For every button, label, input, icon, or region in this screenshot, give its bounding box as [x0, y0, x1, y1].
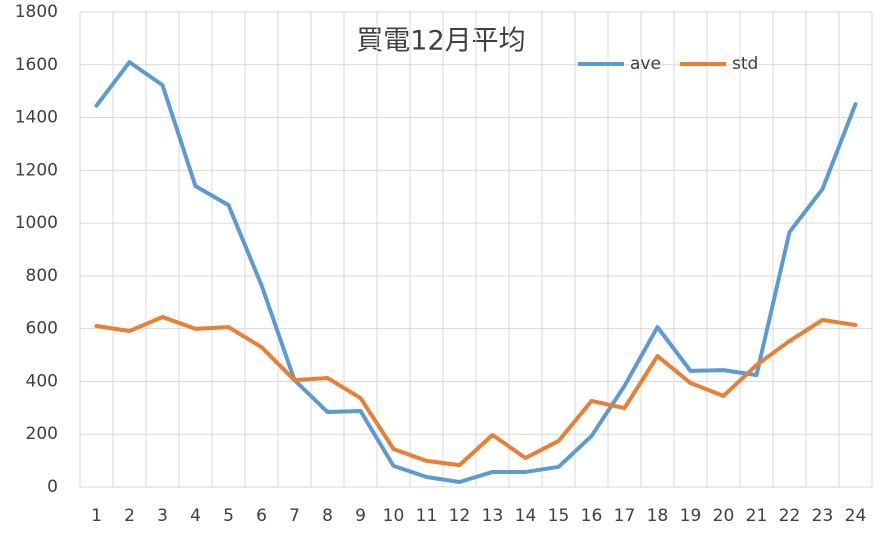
- x-tick-label: 5: [223, 506, 234, 526]
- y-tick-label: 1200: [15, 160, 58, 180]
- y-tick-label: 1600: [15, 55, 58, 75]
- x-tick-label: 16: [581, 506, 603, 526]
- series-line: [94, 60, 858, 484]
- legend-label: std: [732, 54, 758, 74]
- x-tick-label: 4: [190, 506, 201, 526]
- x-tick-label: 2: [124, 506, 135, 526]
- x-tick-label: 24: [845, 506, 867, 526]
- y-tick-label: 1400: [15, 108, 58, 128]
- y-tick-label: 200: [26, 424, 58, 444]
- x-tick-label: 18: [647, 506, 669, 526]
- y-tick-label: 1000: [15, 213, 58, 233]
- x-tick-label: 17: [614, 506, 636, 526]
- x-tick-label: 11: [416, 506, 438, 526]
- x-tick-label: 21: [746, 506, 768, 526]
- y-tick-label: 1800: [15, 2, 58, 22]
- x-tick-label: 6: [256, 506, 267, 526]
- x-tick-label: 14: [515, 506, 537, 526]
- chart-title: 買電12月平均: [356, 26, 525, 57]
- x-tick-label: 9: [355, 506, 366, 526]
- y-tick-label: 600: [26, 319, 58, 339]
- x-tick-label: 3: [157, 506, 168, 526]
- series-line: [94, 315, 858, 468]
- x-tick-label: 15: [548, 506, 570, 526]
- x-tick-label: 20: [713, 506, 735, 526]
- x-tick-label: 12: [449, 506, 471, 526]
- y-tick-label: 800: [26, 266, 58, 286]
- y-tick-label: 0: [47, 477, 58, 497]
- x-tick-label: 13: [482, 506, 504, 526]
- x-tick-label: 19: [680, 506, 702, 526]
- x-tick-label: 22: [779, 506, 801, 526]
- legend-label: ave: [630, 54, 661, 74]
- x-tick-label: 10: [383, 506, 405, 526]
- x-tick-label: 23: [812, 506, 834, 526]
- x-tick-label: 1: [91, 506, 102, 526]
- x-tick-label: 8: [322, 506, 333, 526]
- x-tick-label: 7: [289, 506, 300, 526]
- y-tick-label: 400: [26, 371, 58, 391]
